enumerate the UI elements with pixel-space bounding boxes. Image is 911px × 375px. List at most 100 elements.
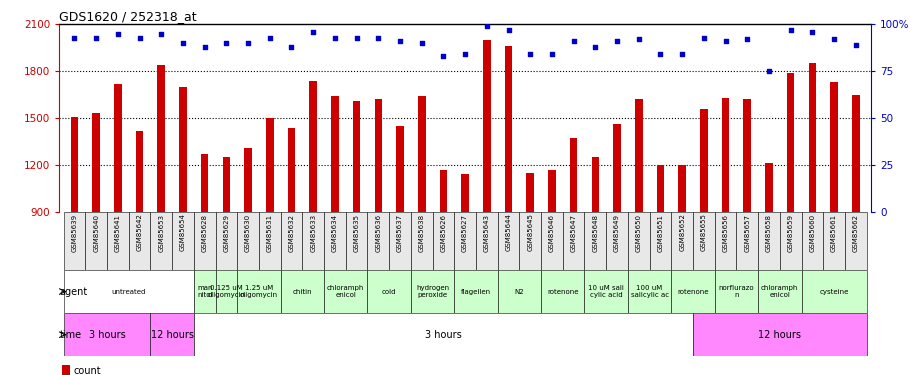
Bar xyxy=(237,270,281,313)
Bar xyxy=(476,212,497,270)
Text: GSM85629: GSM85629 xyxy=(223,214,230,252)
Text: GSM85640: GSM85640 xyxy=(93,214,99,252)
Text: untreated: untreated xyxy=(111,289,146,295)
Text: GSM85628: GSM85628 xyxy=(201,214,208,252)
Bar xyxy=(194,313,692,356)
Bar xyxy=(634,99,642,212)
Bar xyxy=(281,270,323,313)
Text: GSM85641: GSM85641 xyxy=(115,214,121,252)
Point xyxy=(783,27,797,33)
Text: GSM85634: GSM85634 xyxy=(332,214,338,252)
Text: 1.25 uM
oligomycin: 1.25 uM oligomycin xyxy=(240,285,278,298)
Bar xyxy=(714,270,757,313)
Point xyxy=(371,34,385,40)
Bar xyxy=(323,212,345,270)
Point xyxy=(674,51,689,57)
Point xyxy=(501,27,516,33)
Bar xyxy=(757,212,779,270)
Point xyxy=(847,42,862,48)
Bar xyxy=(540,270,584,313)
Bar xyxy=(851,95,859,212)
Bar xyxy=(829,82,837,212)
Bar xyxy=(389,212,411,270)
Bar xyxy=(786,73,793,212)
Point xyxy=(262,34,277,40)
Point xyxy=(393,38,407,44)
Text: GSM85662: GSM85662 xyxy=(852,214,858,252)
Text: GSM85650: GSM85650 xyxy=(635,214,641,252)
Bar xyxy=(411,212,432,270)
Bar xyxy=(584,270,627,313)
Text: 10 uM sali
cylic acid: 10 uM sali cylic acid xyxy=(588,285,623,298)
Bar xyxy=(483,40,490,212)
Point xyxy=(804,29,819,35)
Text: GSM85632: GSM85632 xyxy=(288,214,294,252)
Bar xyxy=(844,212,865,270)
Bar xyxy=(92,113,100,212)
Text: rotenone: rotenone xyxy=(677,289,708,295)
Bar xyxy=(266,118,273,212)
Text: GSM85635: GSM85635 xyxy=(353,214,359,252)
Bar xyxy=(107,212,128,270)
Bar xyxy=(670,212,692,270)
Bar xyxy=(461,174,468,212)
Point xyxy=(479,23,494,29)
Bar xyxy=(222,157,230,212)
Bar xyxy=(735,212,757,270)
Bar xyxy=(395,126,404,212)
Text: GSM85648: GSM85648 xyxy=(591,214,598,252)
Point xyxy=(176,40,190,46)
Text: GSM85626: GSM85626 xyxy=(440,214,445,252)
Bar xyxy=(244,148,251,212)
Bar xyxy=(114,84,121,212)
Bar xyxy=(808,63,815,212)
Bar xyxy=(504,46,512,212)
Bar xyxy=(128,212,150,270)
Bar xyxy=(417,96,425,212)
Bar xyxy=(323,270,367,313)
Point xyxy=(305,29,320,35)
Text: GSM85647: GSM85647 xyxy=(570,214,576,252)
Text: GSM85631: GSM85631 xyxy=(267,214,272,252)
Point xyxy=(197,44,211,50)
Text: GSM85633: GSM85633 xyxy=(310,214,316,252)
Text: GSM85642: GSM85642 xyxy=(137,214,142,252)
Text: 12 hours: 12 hours xyxy=(150,330,193,340)
Bar xyxy=(150,313,194,356)
Bar xyxy=(64,313,150,356)
Point xyxy=(284,44,299,50)
Text: GSM85660: GSM85660 xyxy=(808,214,814,252)
Text: chloramph
enicol: chloramph enicol xyxy=(761,285,798,298)
Bar xyxy=(215,212,237,270)
Text: GSM85661: GSM85661 xyxy=(830,214,836,252)
Bar xyxy=(411,270,454,313)
Bar xyxy=(439,170,446,212)
Text: cysteine: cysteine xyxy=(818,289,848,295)
Bar xyxy=(454,212,476,270)
Bar xyxy=(714,212,735,270)
Point xyxy=(414,40,428,46)
Bar xyxy=(700,109,707,212)
Point xyxy=(88,34,103,40)
Bar xyxy=(345,212,367,270)
Text: GSM85644: GSM85644 xyxy=(505,214,511,252)
Bar xyxy=(179,87,187,212)
Bar xyxy=(518,212,540,270)
Text: GSM85652: GSM85652 xyxy=(679,214,684,252)
Text: time: time xyxy=(59,330,82,340)
Bar xyxy=(287,128,295,212)
Point xyxy=(435,53,450,59)
Bar xyxy=(172,212,194,270)
Bar xyxy=(194,270,215,313)
Text: GSM85627: GSM85627 xyxy=(462,214,467,252)
Bar xyxy=(627,212,649,270)
Text: GSM85654: GSM85654 xyxy=(179,214,186,252)
Bar xyxy=(540,212,562,270)
Point xyxy=(219,40,233,46)
Text: GSM85649: GSM85649 xyxy=(613,214,619,252)
Text: GSM85639: GSM85639 xyxy=(71,214,77,252)
Bar xyxy=(591,157,599,212)
Text: GSM85637: GSM85637 xyxy=(396,214,403,252)
Text: GSM85655: GSM85655 xyxy=(700,214,706,252)
Bar xyxy=(721,98,729,212)
